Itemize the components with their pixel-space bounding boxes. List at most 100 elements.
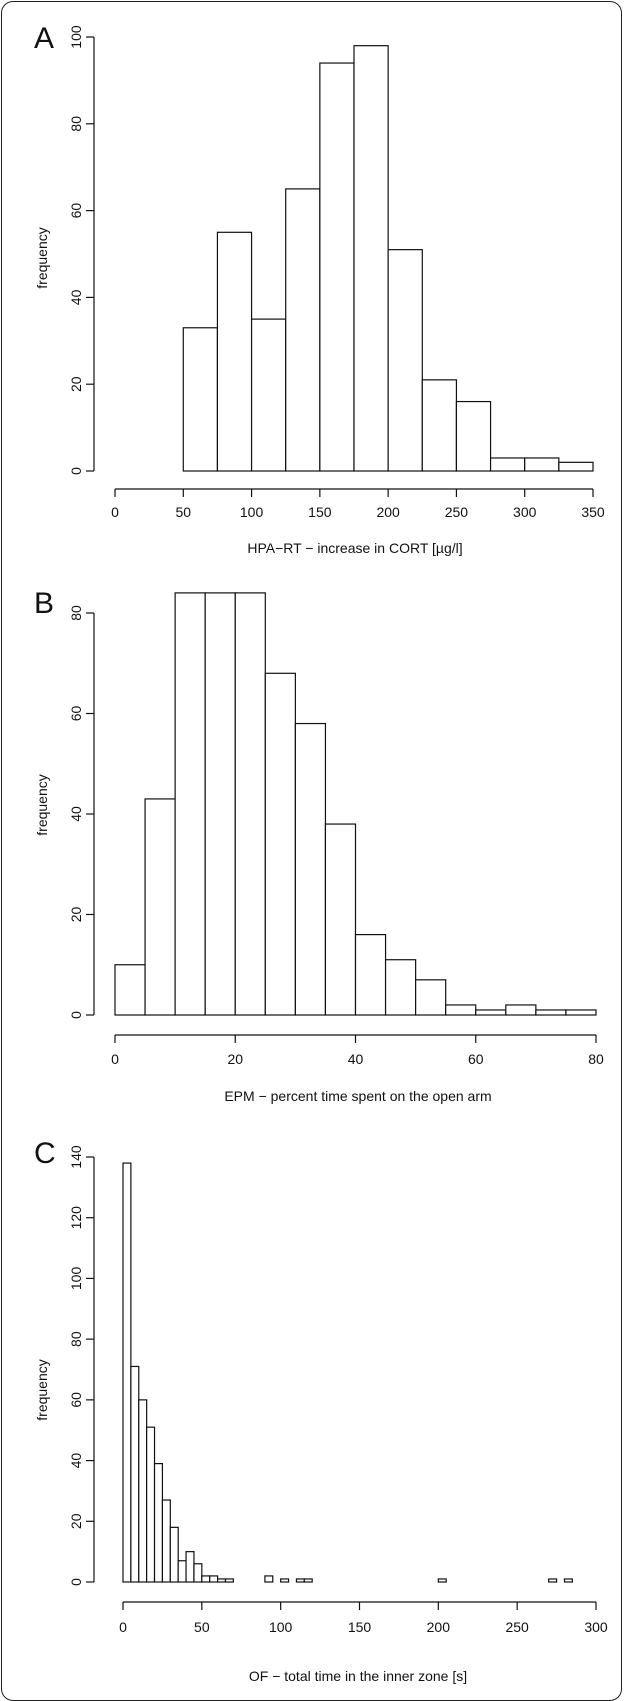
- panel-b-y-tick-label: 20: [68, 907, 84, 923]
- panel-c-bar-3: [146, 1426, 156, 1583]
- panel-b-bar-8: [354, 933, 387, 1016]
- panel-c-bar-13: [224, 1578, 234, 1583]
- panel-b-x-tick-label: 40: [348, 1051, 364, 1067]
- panel-b-bar-1: [144, 798, 176, 1016]
- panel-a-bar-6: [319, 62, 355, 472]
- panel-c-bar-0: [122, 1162, 132, 1583]
- panel-a-x-tick-label: 300: [513, 504, 537, 520]
- panel-c-bar-9: [193, 1563, 203, 1583]
- panel-b-bar-13: [505, 1004, 537, 1016]
- panel-b-y-tick-label: 60: [68, 706, 84, 722]
- panel-c-y-axis-title: frequency: [34, 1359, 50, 1420]
- panel-a-histogram: 0 50 100 150 200 250 300 350 0 20 40 60 80 100: [68, 25, 605, 520]
- panel-c-x-tick-label: 200: [427, 1619, 451, 1635]
- panel-a-x-axis-title: HPA−RT − increase in CORT [µg/l]: [247, 540, 462, 556]
- panel-c-bar-12: [217, 1578, 227, 1583]
- panel-b-bar-15: [565, 1009, 597, 1016]
- panel-a-y-tick-label: 0: [68, 467, 84, 475]
- panel-c-bar-10: [201, 1575, 211, 1583]
- panel-b-bar-11: [445, 1004, 477, 1016]
- panel-letter-b: B: [34, 587, 54, 620]
- panel-b-y-tick-label: 40: [68, 806, 84, 822]
- panel-a-x-tick-label: 50: [175, 504, 191, 520]
- panel-a-y-tick-label: 20: [68, 376, 84, 392]
- panel-c-y-tick-label: 20: [68, 1513, 84, 1529]
- panel-b-x-tick-label: 60: [468, 1051, 484, 1067]
- panel-b-x-tick-label: 20: [227, 1051, 243, 1067]
- panel-c-bar-19: [548, 1578, 558, 1583]
- panel-b-x-tick-label: 0: [111, 1051, 119, 1067]
- panel-b-y-tick-label: 0: [68, 1011, 84, 1019]
- panel-a-x-tick-label: 250: [445, 504, 469, 520]
- panel-c-x-tick-label: 300: [584, 1619, 608, 1635]
- panel-a-bar-5: [285, 188, 321, 472]
- panel-a-bar-8: [387, 249, 423, 472]
- panel-c-bar-1: [130, 1365, 140, 1583]
- panel-b-bar-4: [234, 592, 266, 1016]
- panel-b-x-tick-label: 80: [588, 1051, 604, 1067]
- panel-c-bar-18: [437, 1578, 447, 1583]
- panel-letter-a: A: [34, 22, 54, 55]
- panel-a-y-axis-title: frequency: [34, 227, 50, 288]
- panel-c-y-tick-label: 80: [68, 1331, 84, 1347]
- panel-a-x-tick-label: 100: [240, 504, 264, 520]
- panel-a-x-tick-label: 200: [376, 504, 400, 520]
- panel-c-y-tick-label: 100: [68, 1267, 84, 1291]
- panel-b-bar-2: [174, 592, 206, 1016]
- panel-b-bar-6: [294, 722, 327, 1016]
- panel-c-x-tick-label: 250: [505, 1619, 529, 1635]
- panel-c-bar-14: [264, 1575, 274, 1583]
- panel-a-x-tick-label: 0: [111, 504, 119, 520]
- panel-c-bar-6: [169, 1526, 179, 1583]
- panel-a-bar-2: [182, 327, 219, 472]
- panel-c-bar-20: [563, 1578, 573, 1583]
- panel-b-x-axis-title: EPM − percent time spent on the open arm: [224, 1088, 491, 1104]
- panel-b-bar-7: [324, 823, 357, 1016]
- panel-a-bar-4: [250, 318, 287, 472]
- panel-a-bar-3: [216, 231, 253, 472]
- panel-c-bar-15: [280, 1578, 290, 1583]
- panel-b-y-axis-title: frequency: [34, 774, 50, 835]
- panel-b-y-tick-label: 80: [68, 605, 84, 621]
- panel-c-x-tick-label: 150: [348, 1619, 372, 1635]
- panel-a-y-tick-label: 80: [68, 116, 84, 132]
- panel-b-bar-14: [535, 1009, 567, 1016]
- panel-a-y-tick-label: 40: [68, 289, 84, 305]
- panel-c-x-tick-label: 100: [269, 1619, 293, 1635]
- panel-a-bar-7: [353, 45, 389, 472]
- panel-c-bar-17: [303, 1578, 313, 1583]
- panel-b-bar-12: [475, 1009, 507, 1016]
- panel-b-histogram: 0 20 40 60 80 0 20 40 60 80: [68, 592, 604, 1067]
- panel-b-bar-9: [384, 959, 417, 1016]
- panel-b-bar-0: [114, 964, 146, 1016]
- panel-a-y-tick-label: 100: [68, 25, 84, 49]
- panel-c-x-axis-title: OF − total time in the inner zone [s]: [249, 1668, 467, 1684]
- panel-letter-c: C: [34, 1137, 56, 1170]
- panel-c-bar-8: [185, 1551, 195, 1583]
- panel-a-x-tick-label: 350: [581, 504, 605, 520]
- panel-c-bar-7: [177, 1560, 187, 1583]
- panel-a-bar-13: [558, 461, 594, 472]
- panel-b-bar-10: [415, 979, 447, 1016]
- panel-c-y-tick-label: 120: [68, 1206, 84, 1230]
- panel-a-x-tick-label: 150: [308, 504, 332, 520]
- panel-a-bar-12: [524, 457, 560, 472]
- panel-c-histogram: 0 50 100 150 200 250 300 0 20 40 60 80 100 120 140: [68, 1145, 608, 1635]
- panel-c-bar-16: [295, 1578, 305, 1583]
- panel-c-y-tick-label: 0: [68, 1578, 84, 1586]
- panel-c-y-tick-label: 40: [68, 1453, 84, 1469]
- panel-c-y-tick-label: 60: [68, 1392, 84, 1408]
- panel-a-y-tick-label: 60: [68, 203, 84, 219]
- panel-a-bar-9: [421, 379, 458, 472]
- panel-c-x-tick-label: 50: [194, 1619, 210, 1635]
- panel-b-bar-3: [204, 592, 236, 1016]
- panel-c-bar-4: [153, 1463, 164, 1583]
- panel-c-bar-11: [209, 1575, 219, 1583]
- panel-c-x-tick-label: 0: [119, 1619, 127, 1635]
- panel-a-bar-10: [455, 400, 492, 472]
- panel-c-y-tick-label: 140: [68, 1145, 84, 1169]
- panel-c-bar-2: [138, 1399, 148, 1583]
- panel-b-bar-5: [264, 672, 296, 1016]
- panel-a-bar-11: [489, 457, 526, 472]
